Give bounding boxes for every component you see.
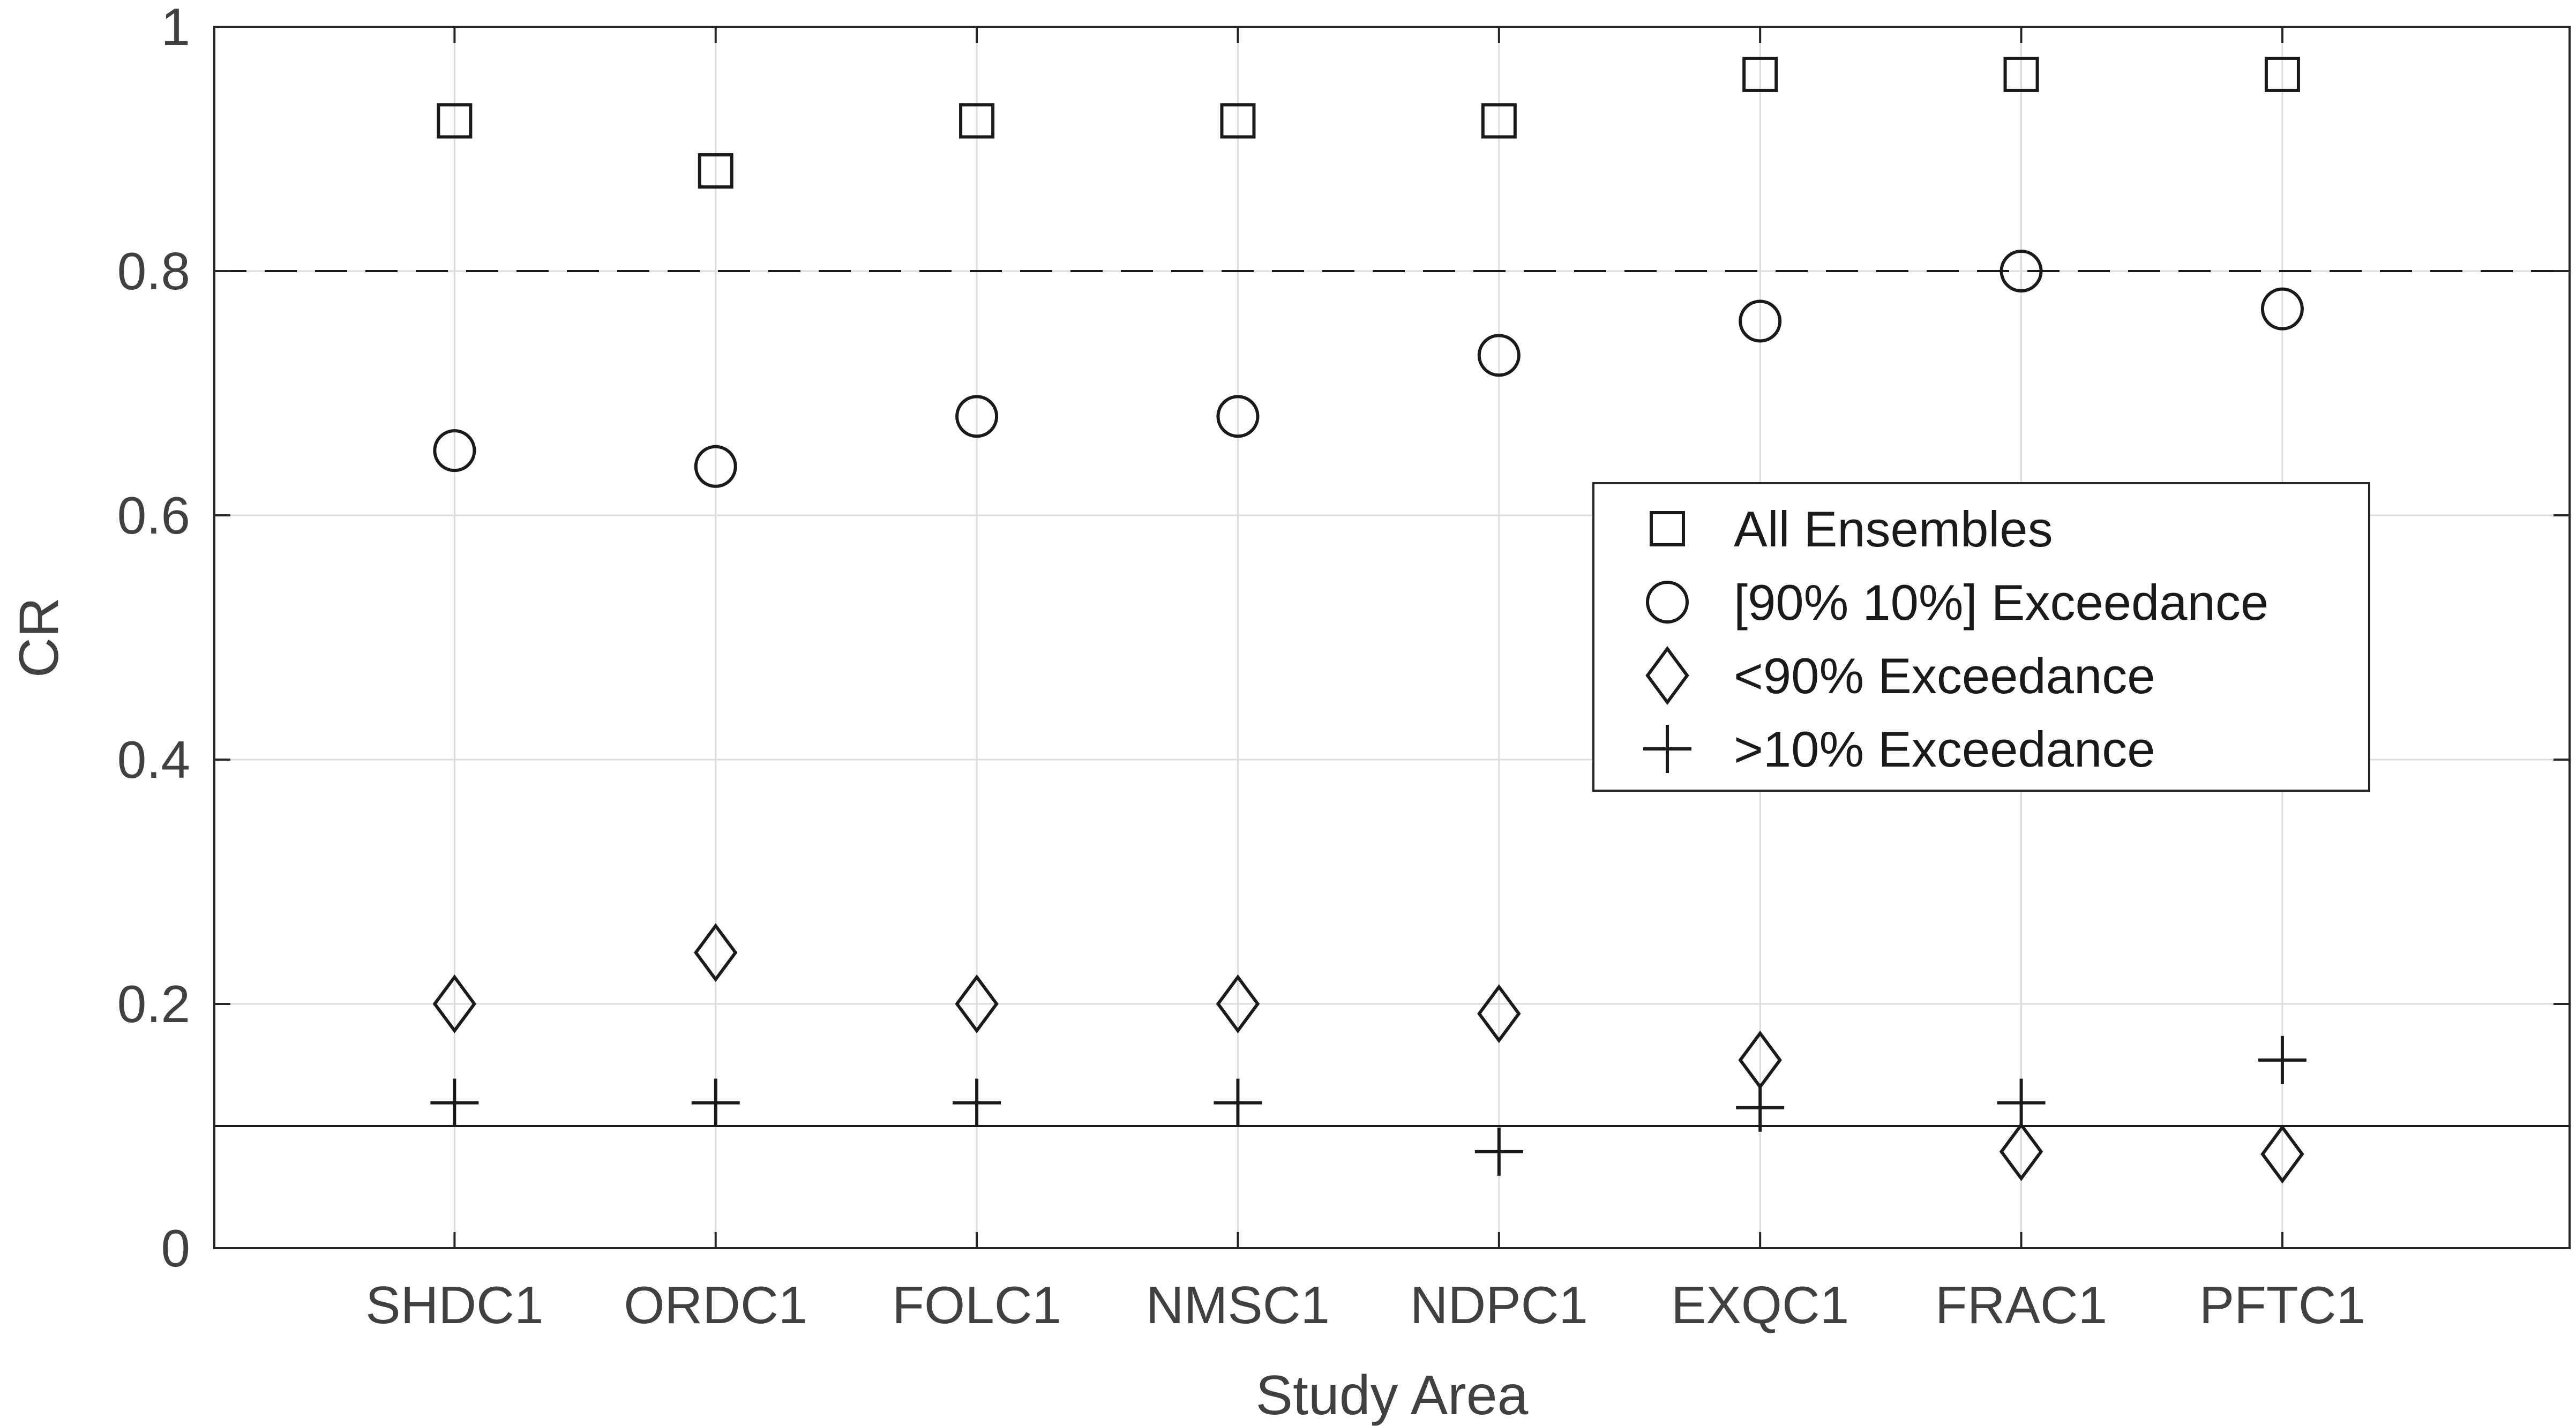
diamond-point	[1999, 1122, 2043, 1181]
diamond-point	[1216, 974, 1260, 1034]
diamond-point	[2260, 1124, 2304, 1184]
square-point	[1481, 103, 1517, 139]
plus-point	[691, 1078, 740, 1127]
circle-point	[1739, 299, 1782, 343]
legend-entry-label: <90% Exceedance	[1734, 648, 2155, 704]
diamond-point	[1477, 984, 1521, 1044]
y-tick-label: 0.8	[117, 242, 190, 301]
legend-square-icon	[1650, 511, 1685, 546]
legend: All Ensembles [90% 10%] Exceedance <90% Ex…	[1592, 482, 2370, 792]
x-axis-label: Study Area	[1256, 1364, 1529, 1426]
plus-point	[2258, 1035, 2307, 1084]
y-axis-ticks: 0 0.2 0.4 0.6 0.8 1	[117, 0, 2570, 1278]
x-tick-label: FOLC1	[892, 1275, 1061, 1334]
legend-box	[1592, 482, 2370, 792]
plus-point	[1214, 1078, 1262, 1127]
x-axis-ticks: SHDC1 ORDC1 FOLC1 NMSC1 NDPC1 EXQC1 FRAC1 PFTC1	[365, 27, 2365, 1334]
circle-point	[2260, 287, 2304, 331]
square-point	[698, 153, 733, 189]
plus-point	[1474, 1127, 1523, 1176]
square-point	[437, 103, 473, 139]
circle-point	[1216, 395, 1260, 438]
plus-point	[430, 1078, 479, 1127]
plus-point	[1736, 1083, 1785, 1132]
x-tick-label: PFTC1	[2199, 1275, 2365, 1334]
legend-plus-icon	[1643, 725, 1691, 773]
reference-lines	[214, 270, 2570, 1127]
y-tick-label: 0.6	[117, 486, 190, 545]
square-point	[959, 103, 995, 139]
square-point	[2264, 56, 2300, 92]
y-axis-label: CR	[8, 597, 70, 678]
y-tick-label: 1	[161, 0, 190, 56]
square-point	[1220, 103, 1256, 139]
plus-point	[1997, 1078, 2046, 1127]
y-tick-label: 0.4	[117, 730, 190, 789]
y-tick-label: 0	[161, 1219, 190, 1278]
x-tick-label: NDPC1	[1410, 1275, 1588, 1334]
legend-entry-label: All Ensembles	[1734, 501, 2053, 557]
circle-point	[694, 445, 737, 488]
x-tick-label: ORDC1	[624, 1275, 807, 1334]
diamond-point	[955, 974, 999, 1034]
legend-entry-label: [90% 10%] Exceedance	[1734, 574, 2268, 631]
square-point	[1742, 56, 1778, 92]
legend-entry-label: >10% Exceedance	[1734, 721, 2155, 777]
diamond-point	[432, 974, 477, 1034]
x-tick-label: SHDC1	[365, 1275, 543, 1334]
diamond-point	[694, 923, 738, 982]
square-point	[2003, 56, 2039, 92]
x-tick-label: EXQC1	[1671, 1275, 1849, 1334]
x-tick-label: NMSC1	[1146, 1275, 1330, 1334]
circle-point	[433, 429, 476, 472]
legend-diamond-icon	[1645, 646, 1689, 706]
circle-point	[1477, 334, 1521, 377]
y-tick-label: 0.2	[117, 974, 190, 1033]
plot-frame	[213, 26, 2571, 1249]
x-tick-label: FRAC1	[1935, 1275, 2107, 1334]
data-markers	[430, 56, 2307, 1184]
legend-circle-icon	[1646, 581, 1689, 624]
circle-point	[955, 395, 999, 438]
plus-point	[953, 1078, 1001, 1127]
circle-point	[2000, 250, 2043, 292]
